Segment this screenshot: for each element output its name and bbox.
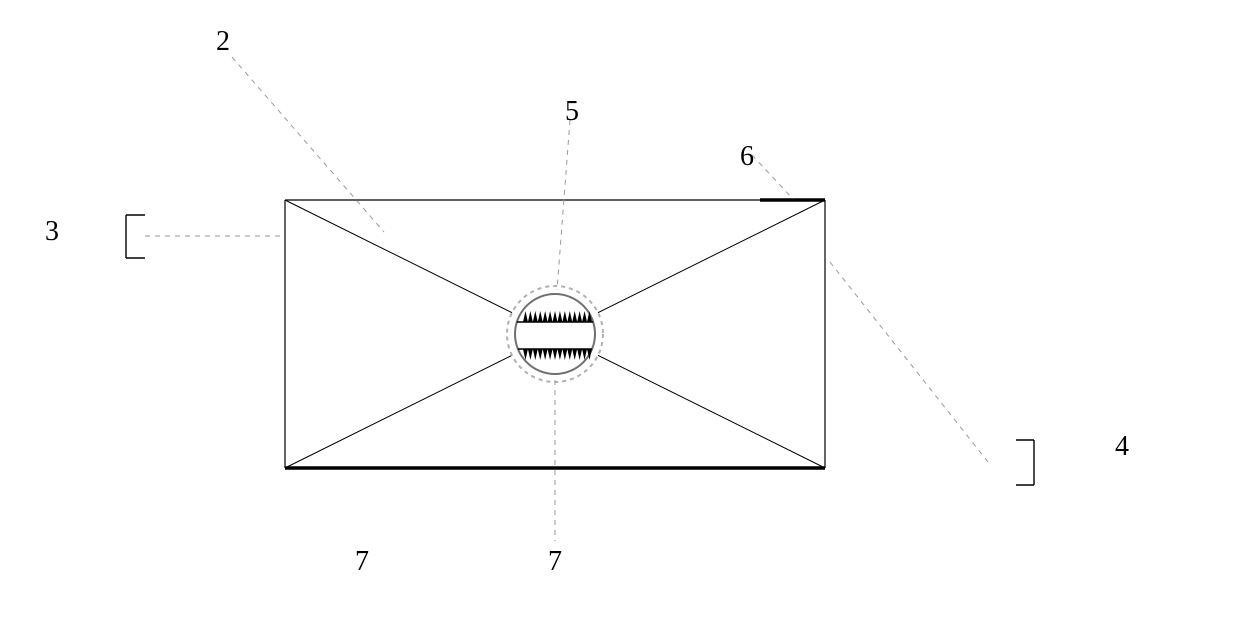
label-3: 3 <box>45 216 59 247</box>
label-5: 6 <box>740 141 754 172</box>
canvas-bg <box>0 0 1240 620</box>
label-4: 4 <box>1115 431 1129 462</box>
label-6: 7 <box>355 546 369 577</box>
inner-circle <box>515 294 595 374</box>
label-2: 5 <box>565 96 579 127</box>
label-7: 7 <box>548 546 562 577</box>
label-1: 2 <box>216 26 230 57</box>
center-circle-group <box>507 286 603 382</box>
